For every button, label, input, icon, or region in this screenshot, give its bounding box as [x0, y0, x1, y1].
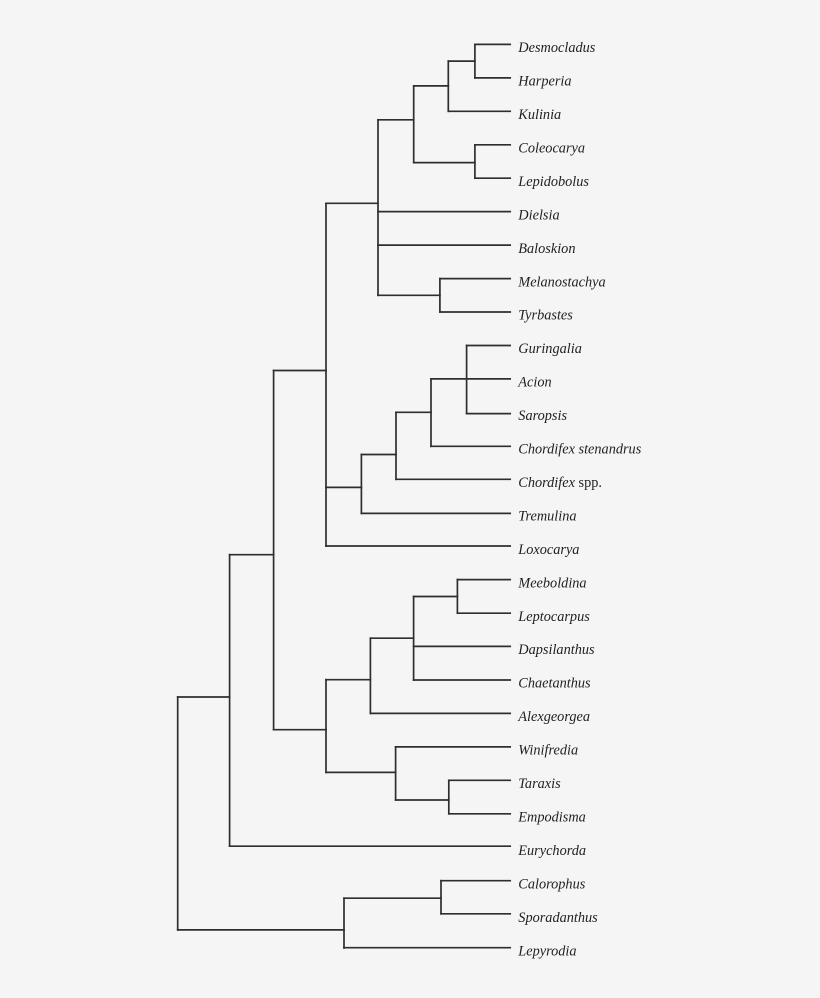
svg-text:Lepyrodia: Lepyrodia: [517, 943, 576, 959]
svg-text:Desmocladus: Desmocladus: [517, 40, 595, 56]
svg-text:Calorophus: Calorophus: [518, 876, 585, 892]
svg-text:Kulinia: Kulinia: [517, 107, 561, 123]
svg-text:Dapsilanthus: Dapsilanthus: [517, 642, 595, 658]
svg-text:Dielsia: Dielsia: [517, 207, 559, 223]
svg-text:Chordifex stenandrus: Chordifex stenandrus: [518, 442, 641, 458]
svg-text:Chordifex spp.: Chordifex spp.: [518, 475, 602, 491]
svg-text:Coleocarya: Coleocarya: [518, 141, 585, 157]
svg-text:Leptocarpus: Leptocarpus: [517, 609, 590, 625]
svg-text:Saropsis: Saropsis: [518, 408, 567, 424]
svg-text:Lepidobolus: Lepidobolus: [517, 174, 589, 190]
svg-text:Loxocarya: Loxocarya: [517, 542, 579, 558]
svg-text:Alexgeorgea: Alexgeorgea: [517, 709, 590, 725]
svg-text:Guringalia: Guringalia: [518, 341, 582, 357]
svg-text:Tyrbastes: Tyrbastes: [518, 308, 573, 324]
svg-text:Harperia: Harperia: [517, 74, 571, 90]
svg-text:Sporadanthus: Sporadanthus: [518, 910, 598, 926]
svg-text:Acion: Acion: [517, 375, 551, 391]
svg-text:Winifredia: Winifredia: [518, 743, 578, 759]
svg-text:Empodisma: Empodisma: [517, 810, 586, 826]
svg-text:Chaetanthus: Chaetanthus: [518, 676, 591, 692]
svg-text:Tremulina: Tremulina: [518, 508, 576, 524]
svg-text:Meeboldina: Meeboldina: [517, 575, 586, 591]
svg-text:Taraxis: Taraxis: [518, 776, 561, 792]
svg-text:Baloskion: Baloskion: [518, 241, 575, 257]
svg-text:Eurychorda: Eurychorda: [517, 843, 586, 859]
svg-text:Melanostachya: Melanostachya: [517, 274, 605, 290]
